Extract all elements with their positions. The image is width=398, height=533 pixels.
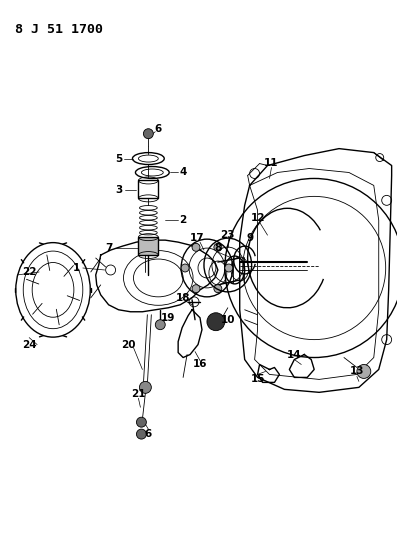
- Text: 6: 6: [155, 124, 162, 134]
- Circle shape: [225, 264, 233, 272]
- Text: 7: 7: [105, 243, 112, 253]
- Circle shape: [139, 382, 151, 393]
- Circle shape: [192, 285, 200, 293]
- Text: 8: 8: [214, 243, 222, 253]
- Text: 14: 14: [287, 350, 302, 360]
- Circle shape: [155, 320, 165, 330]
- Text: 19: 19: [161, 313, 176, 323]
- Text: 8 J 51 1700: 8 J 51 1700: [15, 23, 103, 36]
- Text: 24: 24: [22, 340, 37, 350]
- Text: 1: 1: [73, 263, 80, 273]
- Text: 15: 15: [250, 374, 265, 384]
- Text: 3: 3: [115, 185, 122, 196]
- Text: 20: 20: [121, 340, 136, 350]
- Text: 5: 5: [115, 154, 122, 164]
- Circle shape: [137, 417, 146, 427]
- Text: 4: 4: [179, 167, 187, 177]
- Text: 6: 6: [145, 429, 152, 439]
- Circle shape: [357, 365, 371, 378]
- Polygon shape: [139, 237, 158, 255]
- Circle shape: [143, 129, 153, 139]
- Text: 10: 10: [220, 314, 235, 325]
- Text: 21: 21: [131, 389, 146, 399]
- Text: 11: 11: [264, 158, 279, 167]
- Circle shape: [181, 264, 189, 272]
- Circle shape: [192, 244, 200, 251]
- Text: 2: 2: [179, 215, 187, 225]
- Text: 9: 9: [246, 233, 253, 243]
- Text: 23: 23: [220, 230, 235, 240]
- Circle shape: [214, 285, 222, 293]
- Text: 18: 18: [176, 293, 190, 303]
- Text: 16: 16: [193, 359, 207, 369]
- Text: 17: 17: [190, 233, 204, 243]
- Circle shape: [137, 429, 146, 439]
- Text: 12: 12: [250, 213, 265, 223]
- Circle shape: [207, 313, 225, 330]
- Circle shape: [214, 244, 222, 251]
- Text: 22: 22: [22, 267, 37, 277]
- Text: 13: 13: [349, 367, 364, 376]
